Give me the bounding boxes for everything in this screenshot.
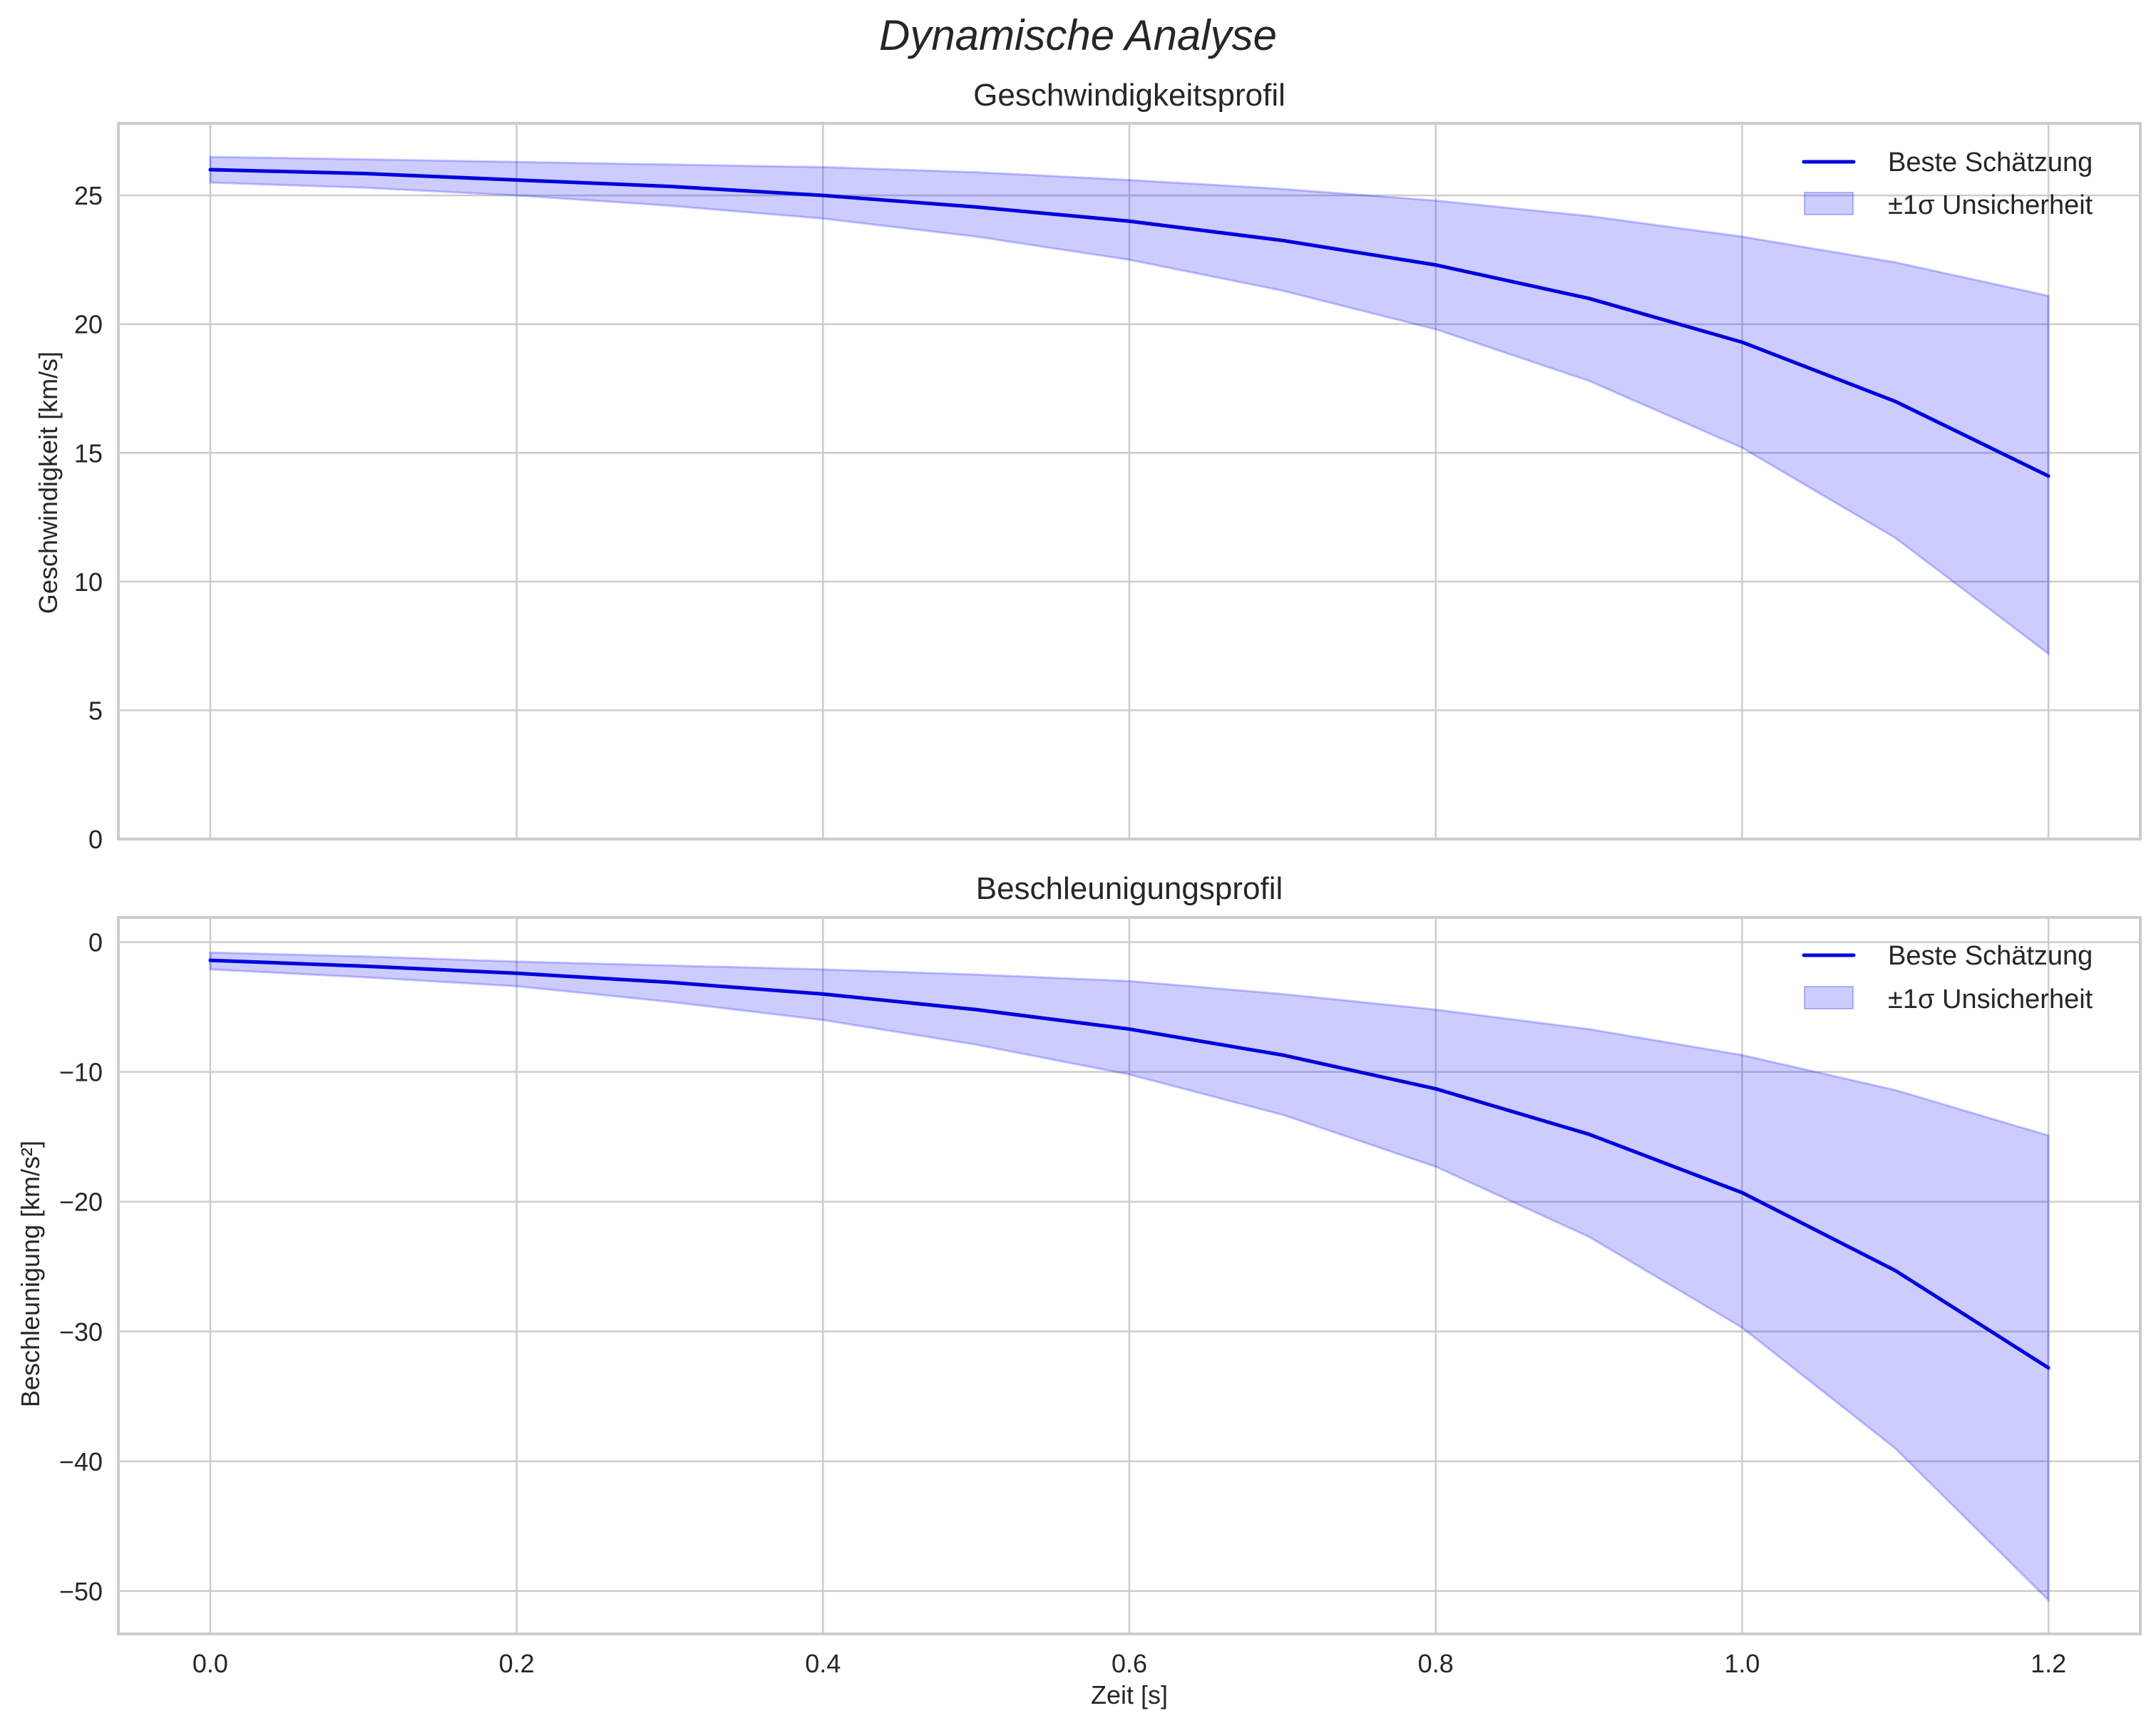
legend-label-uncertainty: ±1σ Unsicherheit [1888,984,2093,1014]
x-tick-label: 0.0 [192,1649,228,1678]
velocity-y-axis-label: Geschwindigkeit [km/s] [34,351,63,614]
y-tick-label: 25 [74,181,103,210]
velocity-y-ticks: 0 5 10 15 20 25 [74,181,103,854]
velocity-plot-frame [117,122,2142,840]
velocity-legend: Beste Schätzung ±1σ Unsicherheit [1802,148,2093,220]
y-tick-label: −30 [59,1317,103,1347]
y-tick-label: −50 [59,1577,103,1606]
x-tick-label: 0.8 [1418,1649,1454,1678]
acceleration-uncertainty-band [209,951,2050,1603]
acceleration-gridlines [118,917,2140,1634]
acceleration-best-estimate-line [208,958,2050,1370]
x-tick-label: 1.0 [1724,1649,1760,1678]
figure-title: Dynamische Analyse [879,11,1277,59]
y-tick-label: 15 [74,438,103,468]
x-tick-label: 0.2 [499,1649,535,1678]
x-tick-label: 0.4 [805,1649,841,1678]
acceleration-y-axis-label: Beschleunigung [km/s²] [16,1141,45,1407]
legend-label-best-estimate: Beste Schätzung [1888,148,2093,178]
legend-label-best-estimate: Beste Schätzung [1888,941,2093,971]
velocity-gridlines [118,123,2140,840]
y-tick-label: −40 [59,1447,103,1476]
y-tick-label: 0 [88,825,103,854]
legend-label-uncertainty: ±1σ Unsicherheit [1888,190,2093,220]
x-tick-label: 1.2 [2031,1649,2066,1678]
x-axis-label: Zeit [s] [1091,1680,1168,1709]
velocity-plot: Geschwindigkeitsprofil 0 5 10 15 20 25 Geschw… [34,78,2142,854]
legend-band-swatch-icon [1804,986,1854,1009]
velocity-uncertainty-band [209,155,2050,656]
acceleration-plot-frame [117,916,2142,1635]
legend-band-swatch-icon [1804,192,1854,215]
y-tick-label: −20 [59,1188,103,1217]
y-tick-label: −10 [59,1058,103,1087]
velocity-plot-title: Geschwindigkeitsprofil [973,78,1285,113]
acceleration-y-ticks: 0 −10 −20 −30 −40 −50 [59,928,103,1606]
x-axis-ticks: 0.0 0.2 0.4 0.6 0.8 1.0 1.2 [192,1649,2066,1678]
acceleration-plot: Beschleunigungsprofil 0 −10 −20 −30 −40 −50 0… [16,871,2142,1709]
acceleration-legend: Beste Schätzung ±1σ Unsicherheit [1802,941,2093,1014]
acceleration-plot-title: Beschleunigungsprofil [976,871,1283,906]
velocity-best-estimate-line [208,168,2050,478]
y-tick-label: 20 [74,310,103,339]
y-tick-label: 10 [74,567,103,597]
y-tick-label: 0 [88,928,103,957]
x-tick-label: 0.6 [1112,1649,1147,1678]
y-tick-label: 5 [88,696,103,725]
